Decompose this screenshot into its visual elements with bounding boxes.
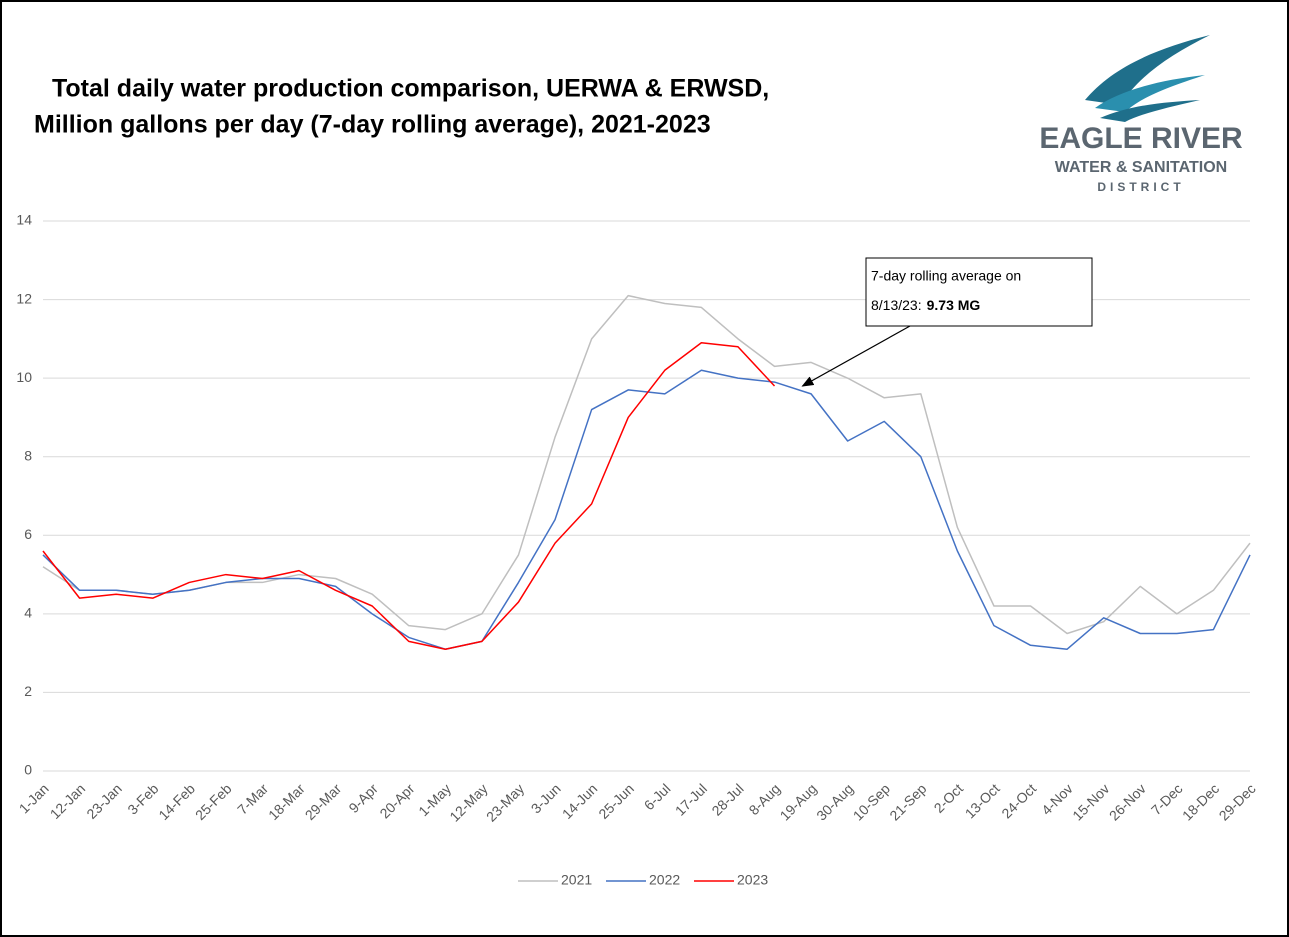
- y-tick-label: 8: [24, 447, 32, 463]
- y-tick-label: 4: [24, 605, 32, 621]
- logo-line: DISTRICT: [1097, 180, 1184, 194]
- annotation-arrow: [801, 325, 911, 387]
- annotation-text: 8/13/23: 9.73 MG: [871, 297, 980, 313]
- annotation-text: 7-day rolling average on: [871, 268, 1021, 284]
- line-series: [42, 369, 1251, 650]
- y-tick-label: 2: [24, 683, 32, 699]
- legend-label: 2023: [737, 872, 768, 888]
- chart-title: Total daily water production comparison,…: [52, 75, 769, 103]
- logo-name: EAGLE RIVER: [1039, 122, 1243, 155]
- logo-swoosh: [1085, 35, 1210, 105]
- chart-subtitle: Million gallons per day (7-day rolling a…: [34, 111, 711, 139]
- logo-line: WATER & SANITATION: [1055, 159, 1227, 176]
- logo-swoosh: [1100, 100, 1200, 122]
- line-series: [42, 342, 776, 650]
- logo: EAGLE RIVER WATER & SANITATION DISTRICT: [1039, 35, 1243, 194]
- legend-label: 2021: [561, 872, 592, 888]
- y-tick-label: 12: [16, 290, 32, 306]
- line-series: [42, 294, 1251, 635]
- y-tick-label: 10: [16, 369, 32, 385]
- annotation-box: [865, 257, 1093, 327]
- y-tick-label: 0: [24, 762, 32, 778]
- logo-swoosh: [1095, 75, 1205, 112]
- legend-label: 2022: [649, 872, 680, 888]
- y-tick-label: 14: [16, 212, 32, 228]
- y-tick-label: 6: [24, 526, 32, 542]
- annotation-text: 8/13/23:: [871, 297, 922, 313]
- annotation-value: 9.73 MG: [927, 297, 981, 313]
